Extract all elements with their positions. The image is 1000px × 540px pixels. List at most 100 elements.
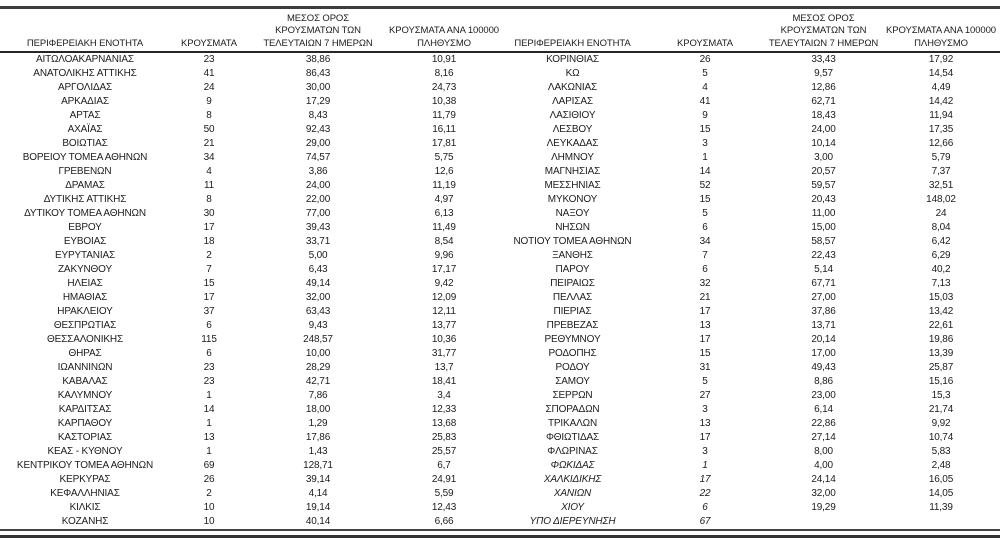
per100k-cell: 7,13 (931, 278, 951, 289)
table-row: ΚΕΡΚΥΡΑΣ 26 39,14 24,91 (0, 473, 500, 487)
per100k-cell: 13,7 (434, 362, 454, 373)
region-cell: ΘΕΣΣΑΛΟΝΙΚΗΣ (46, 334, 123, 345)
cases-cell: 69 (203, 460, 215, 471)
avg7-cell: 7,86 (308, 390, 328, 401)
region-cell: ΔΥΤΙΚΟΥ ΤΟΜΕΑ ΑΘΗΝΩΝ (24, 208, 146, 219)
cases-cell: 14 (203, 404, 215, 415)
per100k-cell: 13,39 (928, 348, 954, 359)
cases-cell: 3 (702, 138, 708, 149)
per100k-cell: 19,86 (928, 334, 954, 345)
region-cell: ΑΧΑΪΑΣ (67, 124, 103, 135)
region-cell: ΑΝΑΤΟΛΙΚΗΣ ΑΤΤΙΚΗΣ (33, 68, 137, 79)
table-row: ΑΡΚΑΔΙΑΣ 9 17,29 10,38 (0, 95, 500, 109)
cases-cell: 52 (699, 180, 711, 191)
cases-cell: 10 (203, 516, 215, 527)
table-body: ΑΙΤΩΛΟΑΚΑΡΝΑΝΙΑΣ 23 38,86 10,91 ΑΝΑΤΟΛΙΚΗΣ Α… (0, 53, 1000, 529)
per100k-cell: 2,48 (931, 460, 951, 471)
table-row: ΤΡΙΚΑΛΩΝ 13 22,86 9,92 (500, 417, 1000, 431)
cases-cell: 23 (203, 54, 215, 65)
per100k-cell: 25,57 (431, 446, 457, 457)
table-row: ΛΑΣΙΘΙΟΥ 9 18,43 11,94 (500, 109, 1000, 123)
avg7-cell: 20,57 (811, 166, 836, 177)
table-row: ΝΑΞΟΥ 5 11,00 24 (500, 207, 1000, 221)
table-row: ΠΕΛΛΑΣ 21 27,00 15,03 (500, 291, 1000, 305)
cases-cell: 1 (206, 390, 212, 401)
per100k-cell: 16,05 (928, 474, 954, 485)
cases-cell: 115 (201, 334, 217, 345)
avg7-cell: 28,29 (305, 362, 331, 373)
cases-cell: 10 (203, 502, 215, 513)
avg7-cell: 8,86 (814, 376, 833, 387)
table-row: ΚΑΣΤΟΡΙΑΣ 13 17,86 25,83 (0, 431, 500, 445)
avg7-cell: 67,71 (811, 278, 836, 289)
table-row: ΕΥΡΥΤΑΝΙΑΣ 2 5,00 9,96 (0, 249, 500, 263)
region-cell: ΘΗΡΑΣ (68, 348, 102, 359)
table-row: ΚΟΡΙΝΘΙΑΣ 26 33,43 17,92 (500, 53, 1000, 67)
table-row: ΠΙΕΡΙΑΣ 17 37,86 13,42 (500, 305, 1000, 319)
per100k-cell: 6,42 (931, 236, 951, 247)
cases-cell: 5 (702, 68, 708, 79)
table-row: ΛΗΜΝΟΥ 1 3,00 5,79 (500, 151, 1000, 165)
avg7-cell: 8,43 (308, 110, 328, 121)
cases-cell: 13 (699, 320, 711, 331)
table-row: ΛΕΣΒΟΥ 15 24,00 17,35 (500, 123, 1000, 137)
table-row: ΙΩΑΝΝΙΝΩΝ 23 28,29 13,7 (0, 361, 500, 375)
avg7-cell: 8,00 (814, 446, 833, 457)
region-cell: ΥΠΟ ΔΙΕΡΕΥΝΗΣΗ (529, 516, 616, 527)
region-cell: ΚΑΡΠΑΘΟΥ (57, 418, 113, 429)
region-cell: ΦΛΩΡΙΝΑΣ (547, 446, 598, 457)
table-row: ΥΠΟ ΔΙΕΡΕΥΝΗΣΗ 67 (500, 515, 1000, 529)
table-row: ΓΡΕΒΕΝΩΝ 4 3,86 12,6 (0, 165, 500, 179)
table-row: ΧΙΟΥ 6 19,29 11,39 (500, 501, 1000, 515)
per100k-cell: 16,11 (432, 124, 456, 135)
cases-cell: 34 (699, 236, 711, 247)
per100k-cell: 6,13 (434, 208, 454, 219)
region-cell: ΑΡΤΑΣ (69, 110, 101, 121)
per100k-cell: 148,02 (926, 194, 956, 205)
cases-cell: 37 (203, 306, 215, 317)
avg7-cell: 24,00 (811, 124, 836, 135)
cases-cell: 31 (699, 362, 711, 373)
per100k-cell: 14,54 (928, 68, 954, 79)
per100k-cell: 32,51 (928, 180, 954, 191)
table-row: ΑΧΑΪΑΣ 50 92,43 16,11 (0, 123, 500, 137)
cases-cell: 21 (203, 138, 215, 149)
table-row: ΗΡΑΚΛΕΙΟΥ 37 63,43 12,11 (0, 305, 500, 319)
table-row: ΧΑΛΚΙΔΙΚΗΣ 17 24,14 16,05 (500, 473, 1000, 487)
avg7-cell: 20,14 (811, 334, 836, 345)
region-cell: ΜΑΓΝΗΣΙΑΣ (544, 166, 601, 177)
region-cell: ΚΑΡΔΙΤΣΑΣ (58, 404, 112, 415)
avg7-cell: 4,14 (308, 488, 328, 499)
avg7-cell: 128,71 (303, 460, 333, 471)
per100k-cell: 3,4 (437, 390, 451, 401)
region-cell: ΕΒΡΟΥ (68, 222, 102, 233)
cases-cell: 1 (702, 460, 708, 471)
per100k-cell: 11,94 (929, 110, 953, 121)
column-header-region: ΠΕΡΙΦΕΡΕΙΑΚΗ ΕΝΟΤΗΤΑ (514, 37, 631, 49)
table-row: ΘΕΣΠΡΩΤΙΑΣ 6 9,43 13,77 (0, 319, 500, 333)
table-row: ΡΕΘΥΜΝΟΥ 17 20,14 19,86 (500, 333, 1000, 347)
table-row: ΣΠΟΡΑΔΩΝ 3 6,14 21,74 (500, 403, 1000, 417)
cases-cell: 23 (203, 376, 215, 387)
per100k-cell: 22,61 (928, 320, 954, 331)
avg7-cell: 3,86 (308, 166, 328, 177)
column-header-per100k: ΚΡΟΥΣΜΑΤΑ ΑΝΑ 100000 ΠΛΗΘΥΣΜΟ (886, 25, 996, 49)
region-cell: ΡΟΔΟΥ (555, 362, 590, 373)
avg7-cell: 22,43 (811, 250, 836, 261)
region-cell: ΠΕΙΡΑΙΩΣ (550, 278, 595, 289)
region-cell: ΗΡΑΚΛΕΙΟΥ (57, 306, 113, 317)
cases-cell: 30 (203, 208, 215, 219)
table-row: ΡΟΔΟΥ 31 49,43 25,87 (500, 361, 1000, 375)
cases-cell: 67 (699, 516, 711, 527)
cases-cell: 18 (203, 236, 215, 247)
avg7-cell: 5,14 (814, 264, 833, 275)
region-cell: ΘΕΣΠΡΩΤΙΑΣ (53, 320, 117, 331)
per100k-cell: 17,17 (431, 264, 457, 275)
table-row: ΘΕΣΣΑΛΟΝΙΚΗΣ 115 248,57 10,36 (0, 333, 500, 347)
cases-cell: 1 (702, 152, 708, 163)
cases-cell: 6 (206, 348, 212, 359)
table-row: ΣΑΜΟΥ 5 8,86 15,16 (500, 375, 1000, 389)
per100k-cell: 12,11 (432, 306, 456, 317)
table-row: ΖΑΚΥΝΘΟΥ 7 6,43 17,17 (0, 263, 500, 277)
avg7-cell: 11,00 (811, 208, 836, 219)
